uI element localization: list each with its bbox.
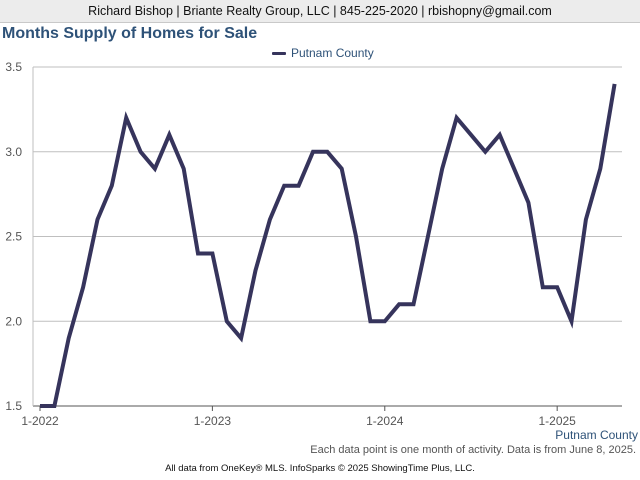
header-contact-text: Richard Bishop | Briante Realty Group, L… bbox=[88, 4, 552, 18]
x-tick-label: 1-2025 bbox=[538, 414, 576, 428]
y-tick-label: 3.5 bbox=[5, 60, 22, 74]
header-bar: Richard Bishop | Briante Realty Group, L… bbox=[0, 0, 640, 23]
y-axis-ticks: 1.5 2.0 2.5 3.0 3.5 bbox=[5, 60, 22, 413]
x-tick-label: 1-2023 bbox=[194, 414, 232, 428]
x-tick-label: 1-2024 bbox=[366, 414, 404, 428]
series-layer bbox=[39, 83, 617, 408]
gridlines bbox=[32, 66, 622, 407]
y-tick-label: 3.0 bbox=[5, 145, 22, 159]
x-tick-label: 1-2022 bbox=[21, 414, 59, 428]
y-tick-label: 2.5 bbox=[5, 230, 22, 244]
y-tick-label: 2.0 bbox=[5, 314, 22, 328]
series-line-putnam-county bbox=[40, 83, 617, 408]
legend-swatch bbox=[272, 51, 286, 55]
chart-title: Months Supply of Homes for Sale bbox=[2, 25, 258, 42]
y-tick-label: 1.5 bbox=[5, 399, 22, 413]
x-axis-series-label: Putnam County bbox=[555, 428, 638, 442]
legend-label: Putnam County bbox=[291, 46, 374, 60]
x-axis-ticks: 1-2022 1-2023 1-2024 1-2025 bbox=[21, 406, 576, 428]
data-credits: All data from OneKey® MLS. InfoSparks © … bbox=[165, 463, 475, 474]
legend: Putnam County bbox=[272, 46, 374, 60]
data-footnote: Each data point is one month of activity… bbox=[310, 444, 636, 456]
